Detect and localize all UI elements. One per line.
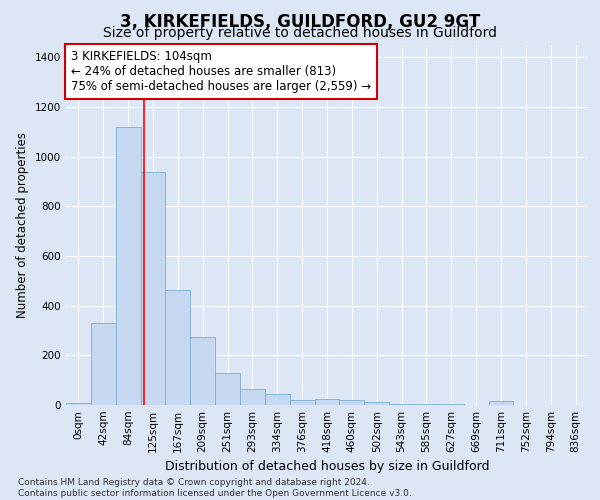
Text: Size of property relative to detached houses in Guildford: Size of property relative to detached ho… — [103, 26, 497, 40]
Bar — [439, 404, 464, 405]
Bar — [116, 127, 140, 405]
Bar — [265, 394, 290, 405]
Bar — [340, 400, 364, 405]
Bar — [488, 402, 514, 405]
Text: 3 KIRKEFIELDS: 104sqm
← 24% of detached houses are smaller (813)
75% of semi-det: 3 KIRKEFIELDS: 104sqm ← 24% of detached … — [71, 50, 371, 94]
Bar — [190, 336, 215, 405]
Text: 3, KIRKEFIELDS, GUILDFORD, GU2 9GT: 3, KIRKEFIELDS, GUILDFORD, GU2 9GT — [120, 12, 480, 30]
Bar — [314, 399, 340, 405]
Bar — [364, 402, 389, 405]
X-axis label: Distribution of detached houses by size in Guildford: Distribution of detached houses by size … — [165, 460, 489, 473]
Y-axis label: Number of detached properties: Number of detached properties — [16, 132, 29, 318]
Bar — [166, 290, 190, 405]
Bar — [215, 372, 240, 405]
Bar — [414, 404, 439, 405]
Bar — [91, 323, 116, 405]
Text: Contains HM Land Registry data © Crown copyright and database right 2024.
Contai: Contains HM Land Registry data © Crown c… — [18, 478, 412, 498]
Bar — [389, 404, 414, 405]
Bar — [66, 402, 91, 405]
Bar — [290, 400, 314, 405]
Bar — [140, 172, 166, 405]
Bar — [240, 389, 265, 405]
